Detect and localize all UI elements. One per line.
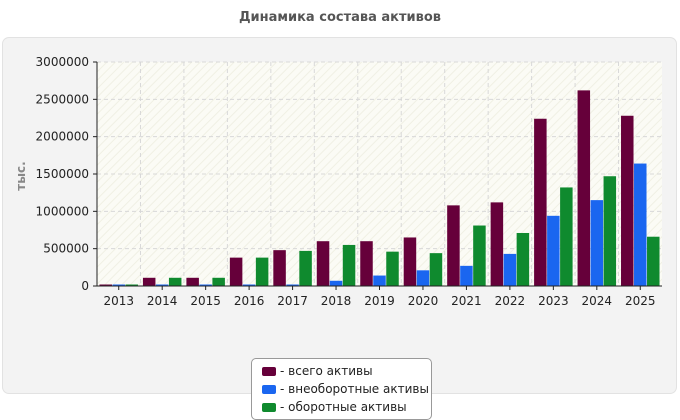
chart-legend: - всего активы - внеоборотные активы - обо… (251, 358, 432, 420)
y-tick-label: 2000000 (36, 130, 89, 144)
bar-2-2024 (590, 200, 604, 286)
bar-3-2013 (125, 284, 138, 286)
bar-1-2024 (577, 90, 591, 286)
y-tick-label: 1000000 (36, 204, 89, 218)
legend-label: - внеоборотные активы (280, 382, 429, 396)
chart-plot: 0 500000 1000000 1500000 2000000 2500000 30000… (14, 55, 662, 308)
x-tick-label: 2020 (408, 294, 439, 308)
bar-3-2016 (255, 257, 269, 286)
bar-1-2018 (316, 241, 330, 286)
bar-2-2014 (155, 284, 169, 286)
bar-1-2014 (142, 277, 156, 286)
bar-3-2019 (386, 251, 399, 286)
bar-2-2023 (547, 215, 560, 286)
bar-3-2025 (647, 236, 660, 286)
bar-3-2022 (516, 232, 530, 286)
bar-2-2017 (286, 284, 299, 286)
chart-panel: 0 500000 1000000 1500000 2000000 2500000 30000… (2, 37, 677, 420)
bar-3-2020 (429, 253, 443, 286)
x-tick-label: 2017 (277, 294, 308, 308)
legend-swatch (262, 402, 276, 412)
bar-2-2019 (373, 275, 386, 286)
bar-2-2021 (460, 265, 473, 286)
bar-3-2021 (473, 225, 486, 286)
legend-swatch (262, 384, 276, 394)
bar-2-2025 (634, 163, 647, 286)
x-tick-label: 2016 (234, 294, 265, 308)
bar-1-2021 (447, 205, 460, 286)
legend-label: - всего активы (280, 364, 373, 378)
x-tick-label: 2014 (147, 294, 178, 308)
x-tick-label: 2013 (103, 294, 134, 308)
bar-1-2013 (99, 284, 112, 286)
y-tick-label: 0 (81, 279, 89, 293)
bar-3-2024 (603, 176, 617, 286)
bar-3-2015 (212, 277, 225, 286)
bar-2-2020 (416, 270, 430, 286)
bar-2-2018 (329, 280, 343, 286)
bar-2-2015 (199, 284, 212, 286)
bar-1-2022 (490, 202, 504, 286)
y-tick-label: 3000000 (36, 55, 89, 69)
legend-item: - всего активы (262, 362, 431, 380)
y-tick-label: 2500000 (36, 92, 89, 106)
bar-3-2023 (560, 187, 573, 286)
legend-swatch (262, 366, 276, 376)
bar-1-2019 (360, 241, 373, 286)
bar-2-2022 (503, 253, 517, 286)
legend-label: - оборотные активы (280, 400, 407, 414)
bar-3-2018 (342, 244, 356, 286)
x-tick-label: 2024 (582, 294, 613, 308)
bar-1-2025 (621, 115, 634, 286)
bar-3-2017 (299, 250, 312, 286)
legend-item: - внеоборотные активы (262, 380, 431, 398)
y-tick-label: 1500000 (36, 167, 89, 181)
x-tick-label: 2023 (538, 294, 569, 308)
x-tick-label: 2015 (190, 294, 221, 308)
bar-1-2020 (403, 237, 417, 286)
bar-1-2016 (229, 257, 243, 286)
x-tick-label: 2018 (321, 294, 352, 308)
bar-1-2015 (186, 277, 199, 286)
bar-1-2017 (273, 250, 286, 286)
bar-1-2023 (534, 118, 547, 286)
x-tick-label: 2021 (451, 294, 482, 308)
legend-item: - оборотные активы (262, 398, 431, 416)
x-tick-label: 2019 (364, 294, 395, 308)
bar-3-2014 (168, 277, 182, 286)
bar-2-2016 (242, 284, 256, 286)
bar-2-2013 (112, 284, 125, 286)
chart-title: Динамика состава активов (238, 10, 442, 25)
y-tick-label: 500000 (43, 242, 89, 256)
x-tick-label: 2022 (495, 294, 526, 308)
y-axis-label: тыс. (14, 161, 28, 190)
x-tick-label: 2025 (625, 294, 656, 308)
